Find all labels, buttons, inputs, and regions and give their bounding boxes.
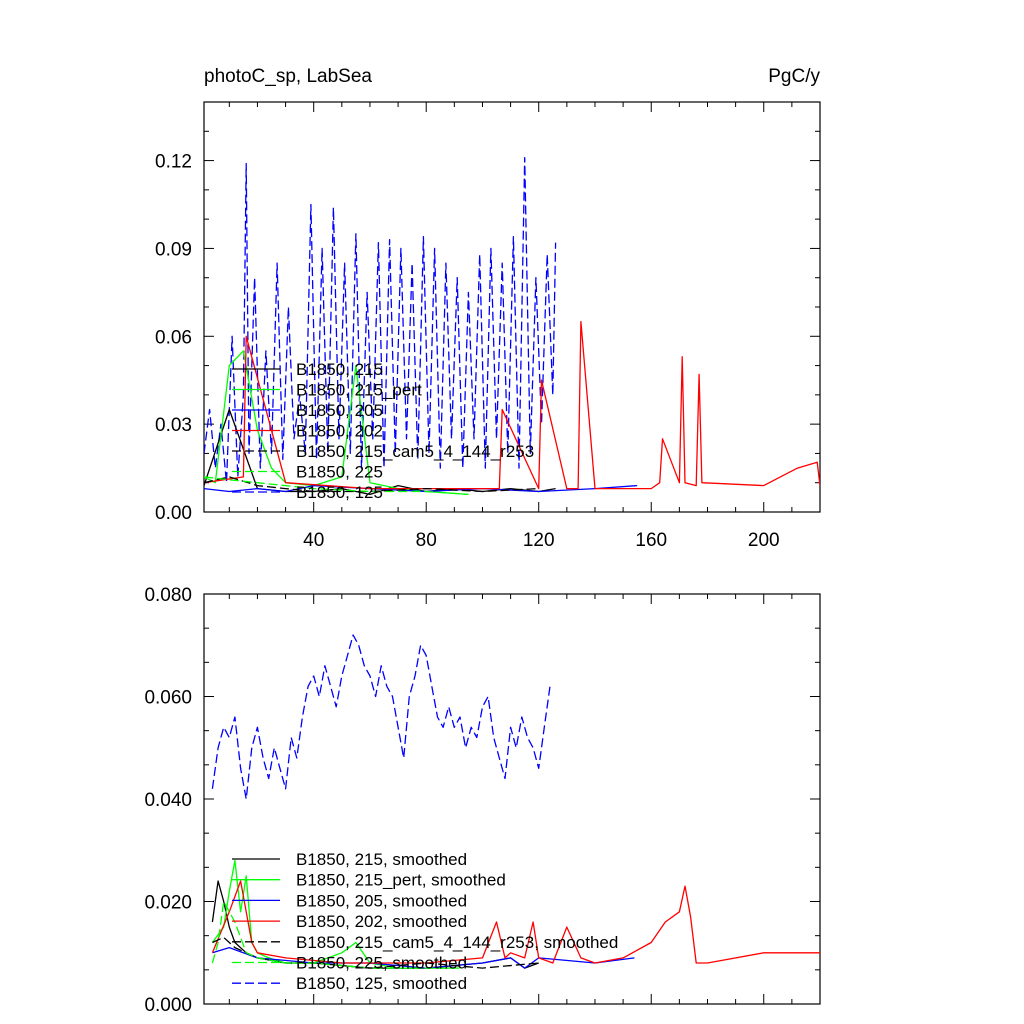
y-tick-label-0-4: 0.12 [155, 152, 192, 173]
legend-label-0-4: B1850, 215_cam5_4_144_r253 [296, 442, 534, 461]
y-tick-label-1-4: 0.080 [144, 585, 192, 606]
title-right-0: PgC/y [768, 66, 820, 87]
series-line-0-3 [204, 320, 820, 490]
y-tick-label-0-0: 0.00 [155, 503, 192, 524]
legend-label-1-5: B1850, 225, smoothed [296, 954, 467, 973]
x-tick-label-0-4: 200 [748, 530, 780, 551]
y-tick-label-0-1: 0.03 [155, 415, 192, 436]
series-group-1 [211, 634, 820, 969]
legend-label-0-6: B1850, 125 [296, 483, 383, 502]
series-line-1-1 [211, 859, 455, 969]
series-line-1-6 [211, 634, 551, 800]
legend-label-1-6: B1850, 125, smoothed [296, 974, 467, 993]
x-tick-label-0-2: 120 [523, 530, 555, 551]
series-line-0-6 [204, 156, 557, 484]
y-tick-label-1-3: 0.060 [144, 688, 192, 709]
legend-label-1-3: B1850, 202, smoothed [296, 912, 467, 931]
y-tick-label-1-1: 0.020 [144, 893, 192, 914]
legend-label-1-2: B1850, 205, smoothed [296, 891, 467, 910]
series-line-0-5 [204, 476, 469, 496]
y-tick-label-0-3: 0.09 [155, 239, 192, 260]
legend-label-1-0: B1850, 215, smoothed [296, 850, 467, 869]
legend-label-0-3: B1850, 202 [296, 422, 383, 441]
series-line-1-5 [211, 900, 460, 969]
legend-label-0-0: B1850, 215 [296, 360, 383, 379]
title-left-0: photoC_sp, LabSea [204, 66, 372, 87]
x-tick-label-0-3: 160 [635, 530, 667, 551]
series-group-0 [204, 156, 820, 496]
y-tick-label-1-2: 0.040 [144, 790, 192, 811]
x-tick-label-0-1: 80 [416, 530, 437, 551]
x-tick-label-0-0: 40 [303, 530, 324, 551]
top-panel: photoC_sp, LabSea PgC/y 40 80 120 160 200 0.00 0… [155, 66, 821, 551]
legend-label-0-2: B1850, 205 [296, 401, 383, 420]
legend-label-1-1: B1850, 215_pert, smoothed [296, 871, 506, 890]
series-line-1-3 [211, 880, 820, 964]
legend-label-0-5: B1850, 225 [296, 463, 383, 482]
series-line-0-4 [204, 476, 539, 493]
legend-label-0-1: B1850, 215_pert [296, 381, 422, 400]
legend-label-1-4: B1850, 215_cam5_4_144_r253, smoothed [296, 933, 618, 952]
bottom-panel: 0.000 0.020 0.040 0.060 0.080 B1850, 215, smo… [144, 585, 821, 1016]
y-tick-label-1-0: 0.000 [144, 995, 192, 1016]
y-tick-label-0-2: 0.06 [155, 327, 192, 348]
